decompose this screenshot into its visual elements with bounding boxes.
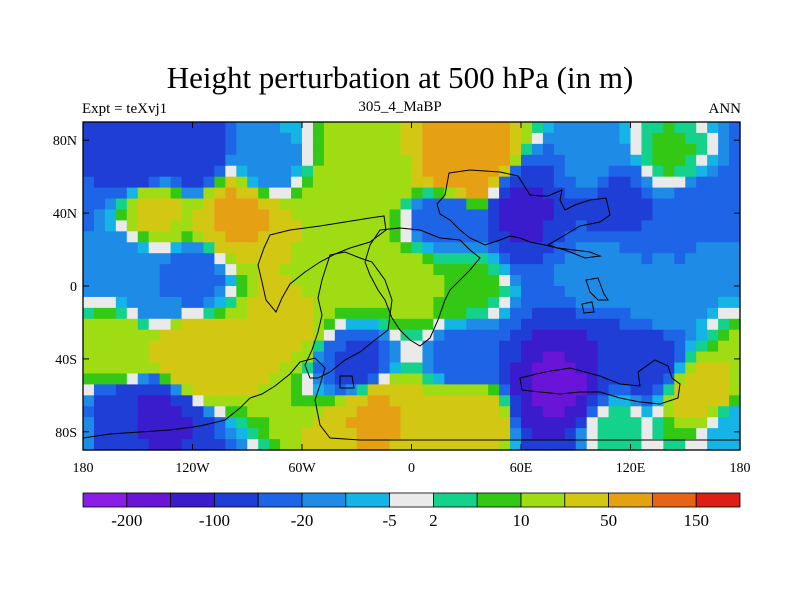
colorbar-swatch <box>301 492 347 508</box>
colorbar-label: 2 <box>429 511 438 530</box>
colorbar-label: -200 <box>111 511 142 530</box>
colorbar-swatch <box>82 492 128 508</box>
x-axis: 180 120W 60W 0 60E 120E 180 <box>73 122 751 476</box>
colorbar-swatch <box>389 492 434 508</box>
coastline-antarctica <box>82 357 740 441</box>
y-tick-label: 80N <box>53 134 77 149</box>
colorbar-label: -100 <box>199 511 230 530</box>
x-tick-label: 0 <box>408 461 415 476</box>
y-tick-label: 40S <box>55 353 77 368</box>
season-label: ANN <box>708 101 742 117</box>
coastline-islands <box>339 277 609 389</box>
height-field <box>83 122 741 451</box>
y-tick-label: 80S <box>55 426 77 441</box>
x-tick-label: 180 <box>730 461 751 476</box>
colorbar: -200 -100 -20 -5 2 10 50 150 <box>82 492 741 530</box>
coastline-south-america <box>304 251 393 379</box>
experiment-label: Expt = teXvj1 <box>82 101 168 117</box>
colorbar-swatch <box>564 492 609 508</box>
period-label: 305_4_MaBP <box>358 99 442 115</box>
y-axis: 80N 40N 0 40S 80S <box>53 134 740 441</box>
coastline-eurasia <box>436 169 611 259</box>
y-tick-label: 0 <box>70 280 77 295</box>
colorbar-label: -5 <box>383 511 397 530</box>
x-tick-label: 180 <box>73 461 94 476</box>
x-tick-label: 120E <box>616 461 646 476</box>
colorbar-swatch <box>213 492 259 508</box>
colorbar-swatch <box>432 492 478 508</box>
colorbar-label: 150 <box>683 511 709 530</box>
x-tick-label: 120W <box>175 461 210 476</box>
y-tick-label: 40N <box>53 207 77 222</box>
colorbar-swatch <box>126 492 172 508</box>
colorbar-swatch <box>520 492 566 508</box>
colorbar-swatch <box>695 492 741 508</box>
coastline-africa <box>364 227 481 347</box>
coastline-australia <box>519 359 681 405</box>
chart-title: Height perturbation at 500 hPa (in m) <box>166 60 634 95</box>
x-tick-label: 60W <box>288 461 316 476</box>
coastline <box>82 169 740 441</box>
colorbar-swatch <box>170 492 215 508</box>
colorbar-swatch <box>476 492 522 508</box>
colorbar-swatch <box>652 492 697 508</box>
colorbar-swatch <box>608 492 653 508</box>
coastline-north-america <box>257 215 387 313</box>
colorbar-swatch <box>257 492 303 508</box>
colorbar-label: 10 <box>513 511 530 530</box>
colorbar-label: -20 <box>291 511 314 530</box>
colorbar-label: 50 <box>600 511 617 530</box>
colorbar-swatch <box>345 492 390 508</box>
x-tick-label: 60E <box>510 461 533 476</box>
